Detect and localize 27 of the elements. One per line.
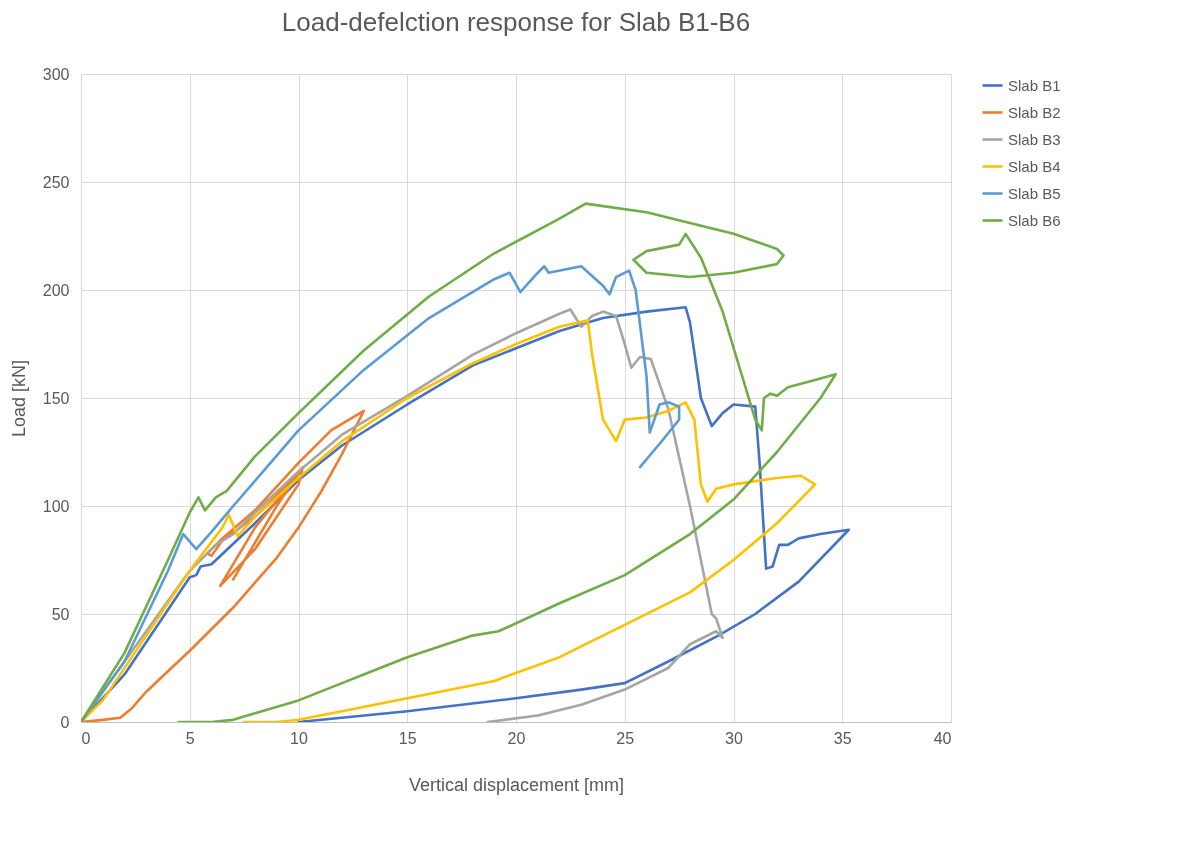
line-series xyxy=(81,202,838,722)
legend-label: Slab B6 xyxy=(1008,211,1061,229)
y-tick-label: 300 xyxy=(42,65,70,83)
line-series xyxy=(81,264,681,722)
x-tick-label: 10 xyxy=(290,729,308,747)
y-axis-title: Load [kN] xyxy=(8,359,29,438)
y-tick-label: 50 xyxy=(51,605,70,623)
x-tick-label: 25 xyxy=(616,729,635,747)
y-tick-label: 0 xyxy=(60,713,70,731)
x-axis-title: Vertical displacement [mm] xyxy=(408,774,625,795)
chart-title: Load-defelction response for Slab B1-B6 xyxy=(281,7,751,37)
y-tick-label: 150 xyxy=(42,389,70,407)
y-tick-label: 250 xyxy=(42,173,70,191)
x-tick-label: 20 xyxy=(507,729,526,747)
x-tick-label: 5 xyxy=(185,729,195,747)
x-tick-label: 35 xyxy=(833,729,852,747)
y-tick-label: 100 xyxy=(42,497,70,515)
legend-label: Slab B2 xyxy=(1008,103,1061,121)
x-tick-label: 30 xyxy=(725,729,743,747)
legend-label: Slab B5 xyxy=(1008,184,1061,202)
x-tick-label: 15 xyxy=(398,729,417,747)
x-tick-label: 40 xyxy=(933,729,952,747)
legend-label: Slab B3 xyxy=(1008,130,1061,148)
y-tick-label: 200 xyxy=(42,281,70,299)
legend-label: Slab B4 xyxy=(1008,157,1061,175)
legend-label: Slab B1 xyxy=(1008,76,1061,94)
x-tick-label: 0 xyxy=(81,729,91,747)
